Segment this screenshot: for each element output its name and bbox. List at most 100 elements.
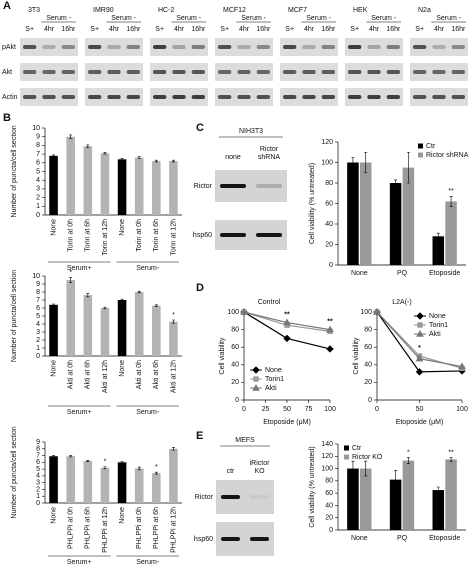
lane-label: 16hr (386, 26, 401, 33)
blot-band (413, 95, 427, 99)
legend-swatch (418, 152, 423, 158)
bar (134, 157, 144, 215)
significance-marker: * (104, 459, 107, 466)
error-bar (120, 461, 124, 464)
bar (432, 490, 445, 530)
bar (402, 167, 415, 265)
x-tick-label: Torin at 12h (102, 219, 109, 256)
blot-band (321, 70, 335, 74)
blot-strip (410, 38, 468, 56)
error-bar (103, 306, 107, 310)
blot-band (191, 45, 205, 49)
x-tick-label: Torin at 0h (136, 219, 143, 252)
x-tick-label: 75 (305, 406, 313, 413)
condition-label: Serum - (371, 15, 397, 22)
blot-band (432, 95, 446, 99)
lane-label: 4hr (174, 26, 185, 33)
error-bar (394, 470, 398, 490)
x-tick-label: PHLPPi at 0h (136, 507, 143, 549)
y-tick-label: 10 (32, 125, 40, 132)
lane-label: 4hr (369, 26, 380, 33)
legend-marker (416, 329, 424, 337)
bar (83, 146, 93, 215)
row-label: Rictor (195, 494, 214, 501)
x-axis-label: Etoposide (μM) (263, 419, 311, 426)
error-bar (86, 460, 90, 462)
significance-marker: * (155, 464, 158, 471)
y-tick-label: 20 (325, 241, 333, 248)
x-tick-label: PHLPPi at 6h (153, 507, 160, 549)
error-bar (351, 460, 355, 477)
cell-line-label: N2a (418, 7, 431, 14)
bar (49, 155, 58, 215)
y-axis-label: Cell viability (% untreated) (309, 163, 316, 244)
x-tick-label: Etoposide (429, 535, 460, 542)
bar (66, 280, 75, 356)
column-label: KO (254, 468, 265, 475)
blot-strip (280, 38, 338, 56)
blot-band (107, 95, 121, 99)
panel-label: B (3, 112, 11, 124)
bar (152, 473, 161, 503)
blot-band (386, 95, 400, 99)
bar (83, 295, 93, 356)
y-tick-label: 6 (36, 160, 40, 167)
condition-label: Serum - (436, 15, 462, 22)
y-tick-label: 9 (36, 439, 40, 446)
x-tick-label: 50 (283, 406, 291, 413)
y-tick-label: 1 (36, 203, 40, 210)
error-bar (103, 466, 107, 470)
column-label: shRNA (258, 154, 281, 161)
x-tick-label: PQ (397, 270, 408, 277)
blot-band (367, 45, 381, 49)
bar (134, 292, 144, 356)
y-tick-label: 1 (36, 493, 40, 500)
blot-band (191, 95, 205, 99)
legend-marker (252, 383, 260, 391)
x-tick-label: Torin at 12h (170, 219, 177, 256)
y-tick-label: 1 (36, 345, 40, 352)
y-tick-label: 2 (36, 194, 40, 201)
error-bar (406, 151, 410, 184)
error-bar (52, 303, 56, 306)
error-bar (52, 154, 56, 158)
lane-label: S+ (350, 26, 359, 33)
condition-label: Serum - (176, 15, 202, 22)
x-tick-label: Torin at 6h (153, 219, 160, 252)
y-tick-label: 5 (36, 313, 40, 320)
x-tick-label: 100 (456, 406, 468, 413)
column-label: ctr (227, 468, 235, 475)
y-tick-label: 4 (36, 177, 40, 184)
x-tick-label: 100 (324, 406, 336, 413)
legend-swatch (418, 143, 423, 149)
y-tick-label: 20 (231, 379, 239, 386)
column-label: none (225, 154, 241, 161)
bar (66, 136, 75, 215)
significance-marker: ** (284, 311, 290, 318)
group-label: Serum+ (67, 409, 92, 416)
error-bar (394, 179, 398, 187)
error-bar (171, 447, 175, 451)
panel-label: C (196, 122, 204, 134)
legend-label: None (265, 367, 282, 374)
y-tick-label: 20 (364, 379, 372, 386)
blot-band (126, 45, 140, 49)
cell-line-label: MCF12 (223, 7, 246, 14)
blot-band (107, 70, 121, 74)
marker (415, 354, 424, 362)
lane-label: S+ (25, 26, 34, 33)
blot-band (302, 95, 316, 99)
lane-label: 16hr (321, 26, 336, 33)
error-bar (171, 159, 175, 163)
blot-band (283, 95, 297, 99)
error-bar (120, 158, 124, 161)
y-tick-label: 100 (227, 309, 239, 316)
y-tick-label: 100 (321, 159, 333, 166)
y-tick-label: 60 (325, 490, 333, 497)
blot-band (451, 45, 465, 49)
bar (169, 448, 178, 503)
marker (458, 362, 466, 370)
blot-title: MEFS (235, 437, 255, 444)
